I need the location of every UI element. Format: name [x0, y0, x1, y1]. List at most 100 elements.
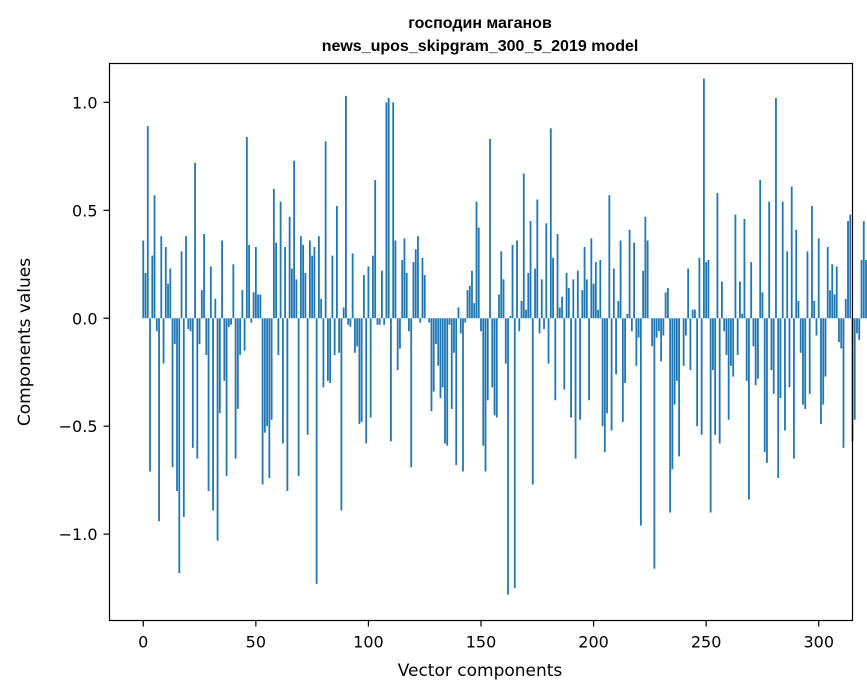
bar-135 [446, 318, 449, 446]
bar-234 [669, 318, 672, 513]
bar-307 [833, 294, 836, 319]
bar-111 [392, 102, 395, 319]
bar-280 [772, 318, 775, 394]
bar-220 [637, 318, 640, 338]
bar-200 [592, 283, 595, 319]
bar-270 [750, 262, 753, 319]
bar-150 [480, 318, 482, 332]
bar-107 [383, 318, 386, 325]
bar-189 [567, 288, 570, 319]
bar-120 [412, 262, 415, 319]
bar-212 [619, 240, 622, 319]
bar-52 [259, 294, 262, 319]
bar-277 [766, 318, 768, 463]
bar-267 [743, 218, 746, 319]
bar-180 [547, 318, 550, 364]
bar-31 [212, 318, 214, 511]
y-tick-label: 0.0 [72, 309, 97, 328]
bar-130 [435, 318, 437, 345]
bar-303 [824, 318, 827, 377]
bar-290 [795, 229, 798, 319]
bar-198 [588, 318, 590, 401]
bar-155 [491, 318, 494, 388]
bar-253 [712, 318, 714, 371]
bar-30 [209, 266, 212, 319]
bar-146 [471, 270, 473, 319]
bar-10 [164, 247, 167, 319]
bar-286 [786, 251, 789, 319]
bar-128 [430, 318, 433, 412]
bar-229 [657, 318, 660, 332]
bar-249 [703, 78, 705, 319]
bar-144 [466, 290, 469, 319]
bar-204 [601, 318, 604, 427]
bar-169 [522, 173, 525, 319]
bar-131 [437, 318, 440, 366]
bar-11 [167, 283, 169, 319]
bar-179 [545, 223, 548, 319]
bar-183 [554, 318, 557, 401]
bar-80 [322, 318, 325, 388]
bar-46 [245, 136, 248, 319]
bar-255 [716, 193, 719, 319]
bar-26 [200, 290, 203, 319]
bar-217 [630, 318, 633, 332]
bar-81 [324, 141, 327, 319]
bar-66 [290, 268, 293, 319]
bar-235 [671, 318, 674, 470]
bar-190 [570, 318, 572, 418]
bar-289 [793, 318, 795, 459]
bar-283 [779, 318, 782, 399]
bar-82 [327, 318, 329, 381]
bar-226 [651, 318, 654, 347]
bar-318 [858, 318, 861, 340]
bar-242 [687, 268, 690, 319]
bar-305 [829, 290, 831, 319]
bar-61 [279, 201, 282, 319]
bar-219 [635, 318, 638, 366]
bar-187 [563, 318, 566, 390]
y-axis-ticks: −1.0 −0.5 0.0 0.5 1.0 [59, 93, 110, 544]
bar-14 [173, 318, 176, 345]
bar-257 [721, 281, 723, 319]
bar-213 [621, 318, 624, 422]
bar-85 [333, 318, 336, 355]
bar-171 [527, 272, 530, 319]
x-axis-label: Vector components [398, 661, 563, 681]
bar-184 [556, 234, 559, 319]
bar-230 [660, 318, 663, 362]
bar-192 [574, 318, 577, 459]
bar-178 [543, 318, 545, 330]
bar-309 [838, 318, 840, 342]
bar-159 [500, 251, 503, 319]
bar-245 [693, 309, 696, 319]
bar-271 [752, 318, 755, 347]
bar-121 [414, 249, 417, 319]
bar-41 [234, 318, 237, 459]
bar-279 [770, 318, 773, 371]
bar-139 [455, 318, 458, 466]
bar-312 [844, 298, 847, 319]
bar-193 [576, 270, 579, 319]
bar-162 [507, 318, 509, 595]
bar-254 [714, 318, 717, 435]
bar-185 [558, 307, 561, 319]
bar-28 [205, 318, 208, 355]
x-tick-label: 150 [466, 633, 497, 652]
bar-97 [360, 318, 363, 422]
bar-69 [297, 318, 300, 476]
bar-227 [653, 318, 656, 569]
bar-102 [372, 255, 374, 319]
bar-67 [293, 160, 296, 319]
bar-221 [639, 318, 642, 526]
bar-186 [561, 296, 563, 319]
bar-266 [741, 313, 744, 319]
bars-group [142, 78, 867, 595]
bar-118 [408, 318, 410, 332]
bar-210 [615, 318, 617, 375]
bar-87 [338, 318, 341, 353]
bar-113 [396, 318, 399, 371]
bar-44 [241, 290, 244, 319]
bar-138 [453, 318, 455, 353]
